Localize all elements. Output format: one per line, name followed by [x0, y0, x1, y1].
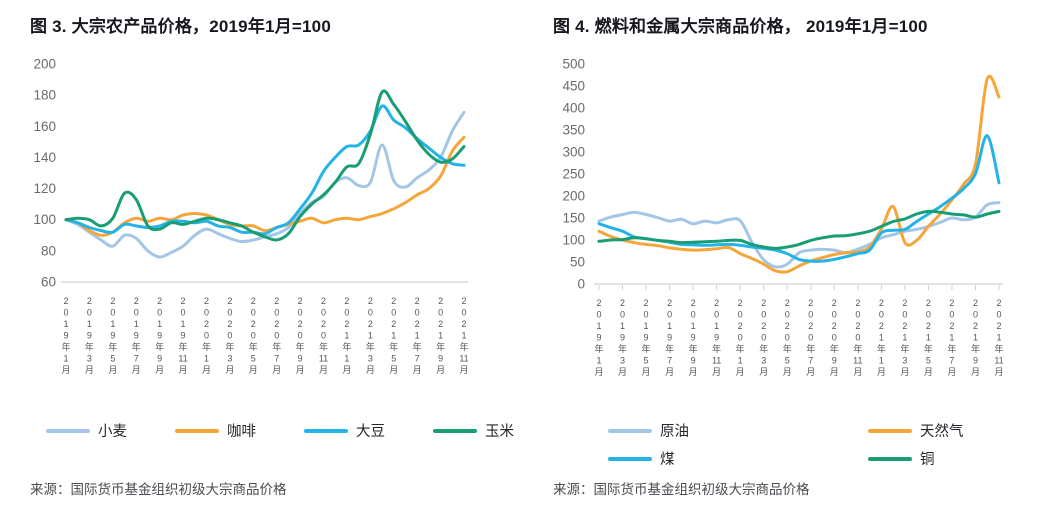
figure-3-agricultural-commodities: 图 3. 大宗农产品价格，2019年1月=100 200 180 160 140 120… [30, 0, 522, 521]
legend-swatch-wheat [46, 428, 90, 433]
y-tick-label: 200 [33, 57, 56, 72]
y-tick-label: 80 [41, 243, 56, 258]
legend-swatch-corn [433, 428, 477, 433]
legend-item-wheat: 小麦 [46, 420, 127, 441]
series-natural-gas-line [597, 74, 1001, 274]
legend-item-copper: 铜 [868, 448, 964, 469]
figure-4-source: 来源：国际货币基金组织初级大宗商品价格 [553, 482, 810, 497]
y-tick-label: 50 [570, 255, 585, 270]
figure-3-source: 来源：国际货币基金组织初级大宗商品价格 [30, 482, 287, 497]
legend-swatch-soybeans [304, 428, 348, 433]
legend-label-natural-gas: 天然气 [920, 424, 964, 440]
series-copper-line [597, 209, 1001, 250]
legend-item-corn: 玉米 [433, 420, 514, 441]
legend-item-crude-oil: 原油 [608, 420, 868, 441]
y-tick-label: 500 [562, 57, 585, 72]
y-tick-label: 100 [562, 233, 585, 248]
y-tick-label: 180 [33, 88, 56, 103]
y-tick-label: 160 [33, 119, 56, 134]
legend-swatch-coffee [175, 428, 219, 433]
legend-label-coffee: 咖啡 [227, 424, 256, 440]
legend-label-corn: 玉米 [485, 424, 514, 440]
x-tick-label: 2 0 2 0 年 11 月 [853, 298, 862, 377]
y-tick-label: 100 [33, 212, 56, 227]
legend-item-soybeans: 大豆 [304, 420, 385, 441]
series-corn-line [64, 89, 466, 242]
figure-4-fuel-metal-commodities: 图 4. 燃料和金属大宗商品价格， 2019年1月=100 500 450 400 3… [553, 0, 1031, 521]
series-coal-line [597, 134, 1001, 263]
series-coffee-line [64, 135, 466, 237]
legend-item-coal: 煤 [608, 448, 868, 469]
figure-3-legend: 小麦 咖啡 大豆 玉米 [46, 420, 514, 441]
y-tick-label: 400 [562, 101, 585, 116]
y-tick-label: 450 [562, 79, 585, 94]
y-tick-label: 0 [577, 277, 585, 292]
figure-3-title: 图 3. 大宗农产品价格，2019年1月=100 [30, 17, 331, 36]
y-tick-label: 350 [562, 123, 585, 138]
y-tick-label: 120 [33, 181, 56, 196]
figure-4-title: 图 4. 燃料和金属大宗商品价格， 2019年1月=100 [553, 17, 928, 36]
y-tick-label: 300 [562, 145, 585, 160]
y-tick-label: 250 [562, 167, 585, 182]
legend-swatch-natural-gas [868, 428, 912, 433]
x-tick-label: 2 0 2 1 年 11 月 [459, 296, 468, 375]
legend-label-wheat: 小麦 [98, 424, 127, 440]
series-crude-oil-line [597, 201, 1001, 269]
legend-label-soybeans: 大豆 [356, 424, 385, 440]
y-tick-label: 60 [41, 275, 56, 290]
series-soybeans-line [64, 104, 466, 236]
legend-item-coffee: 咖啡 [175, 420, 256, 441]
figure-4-legend: 原油 天然气煤 铜 [608, 420, 964, 469]
x-tick-label: 2 0 2 0 年 11 月 [319, 296, 328, 375]
legend-label-crude-oil: 原油 [660, 424, 689, 440]
legend-swatch-crude-oil [608, 428, 652, 433]
legend-swatch-coal [608, 456, 652, 461]
y-tick-label: 150 [562, 211, 585, 226]
x-tick-label: 2 0 1 9 年 11 月 [712, 298, 721, 377]
legend-swatch-copper [868, 456, 912, 461]
legend-label-copper: 铜 [920, 452, 935, 468]
legend-item-natural-gas: 天然气 [868, 420, 964, 441]
figure-3-line-chart: 200 180 160 140 120 100 80 60 2 0 1 9 年 1 月 2 0 1 9 年 3 月 2 0 1 9… [33, 57, 468, 376]
x-tick-label: 2 0 2 1 年 11 月 [994, 298, 1003, 377]
y-tick-label: 140 [33, 150, 56, 165]
legend-label-coal: 煤 [660, 452, 675, 468]
x-tick-label: 2 0 1 9 年 11 月 [178, 296, 187, 375]
y-tick-label: 200 [562, 189, 585, 204]
